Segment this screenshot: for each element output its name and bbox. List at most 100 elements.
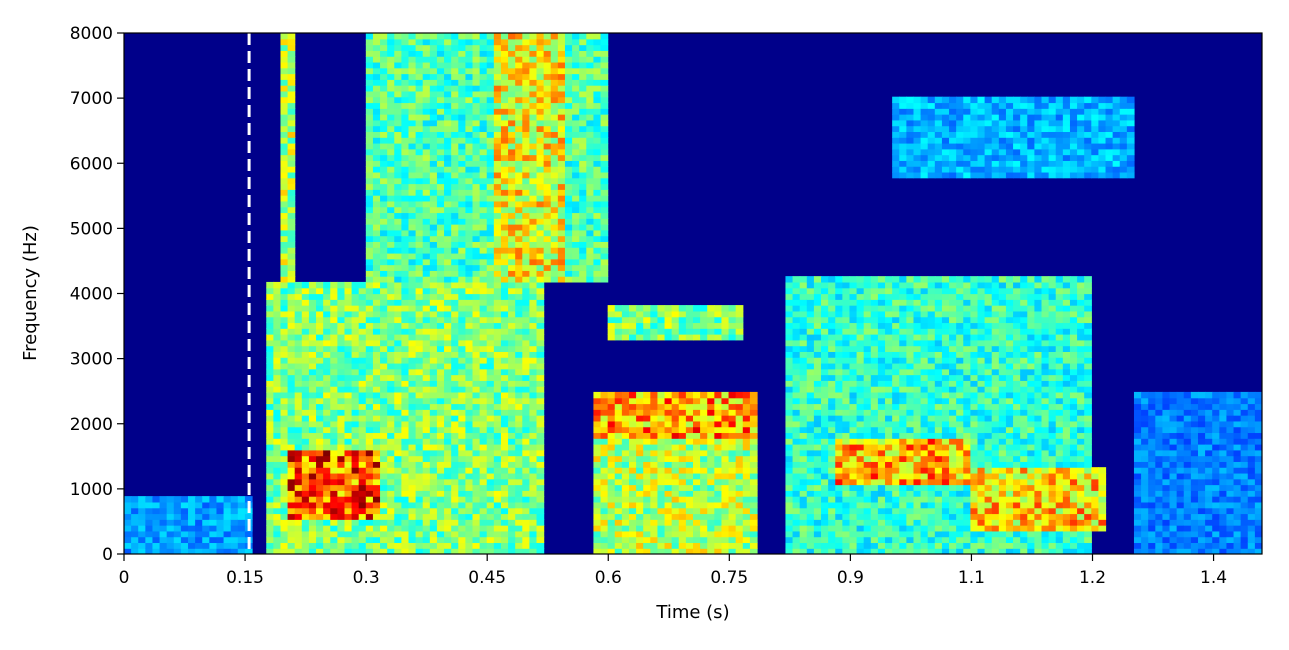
heatmap-cell xyxy=(166,507,175,515)
heatmap-cell xyxy=(813,455,822,462)
heatmap-cell xyxy=(792,310,801,318)
heatmap-cell xyxy=(522,339,531,347)
heatmap-cell xyxy=(500,114,509,121)
heatmap-cell xyxy=(408,484,417,491)
heatmap-cell xyxy=(500,449,509,457)
heatmap-cell xyxy=(721,530,730,538)
heatmap-cell xyxy=(586,247,595,254)
heatmap-cell xyxy=(728,415,737,422)
heatmap-cell xyxy=(465,270,474,277)
heatmap-cell xyxy=(543,90,552,98)
heatmap-cell xyxy=(522,154,531,161)
heatmap-cell xyxy=(394,119,402,127)
heatmap-cell xyxy=(465,224,474,231)
heatmap-cell xyxy=(700,542,708,549)
heatmap-cell xyxy=(351,548,360,554)
heatmap-cell xyxy=(472,461,481,468)
heatmap-cell xyxy=(316,316,324,324)
heatmap-cell xyxy=(657,328,666,335)
heatmap-cell xyxy=(294,449,303,457)
heatmap-cell xyxy=(579,235,587,242)
heatmap-cell xyxy=(287,154,296,161)
heatmap-cell xyxy=(458,397,466,405)
heatmap-cell xyxy=(828,519,836,526)
heatmap-cell xyxy=(365,305,374,312)
heatmap-cell xyxy=(515,403,523,410)
heatmap-cell xyxy=(472,310,481,318)
heatmap-cell xyxy=(650,513,659,520)
heatmap-cell xyxy=(799,310,808,318)
heatmap-cell xyxy=(451,137,459,144)
heatmap-cell xyxy=(387,102,395,109)
heatmap-cell xyxy=(444,177,452,185)
heatmap-cell xyxy=(749,507,758,515)
heatmap-cell xyxy=(380,548,388,554)
heatmap-cell xyxy=(813,496,822,503)
heatmap-cell xyxy=(564,229,573,237)
heatmap-cell xyxy=(849,536,858,544)
heatmap-cell xyxy=(394,467,402,474)
heatmap-cell xyxy=(835,519,843,526)
heatmap-cell xyxy=(728,513,737,520)
heatmap-cell xyxy=(273,305,282,312)
heatmap-cell xyxy=(500,235,509,242)
heatmap-cell xyxy=(863,432,872,439)
heatmap-cell xyxy=(835,478,843,486)
heatmap-cell xyxy=(813,374,822,381)
heatmap-cell xyxy=(372,131,381,138)
heatmap-cell xyxy=(465,183,474,190)
heatmap-cell xyxy=(273,536,282,544)
heatmap-cell xyxy=(870,513,879,520)
heatmap-cell xyxy=(835,432,843,439)
heatmap-cell xyxy=(479,56,488,63)
heatmap-cell xyxy=(493,362,502,370)
heatmap-cell xyxy=(600,38,609,46)
heatmap-cell xyxy=(856,374,865,381)
heatmap-cell xyxy=(806,507,815,515)
heatmap-cell xyxy=(522,79,531,86)
heatmap-cell xyxy=(380,444,388,451)
heatmap-cell xyxy=(365,496,374,503)
heatmap-cell xyxy=(415,305,424,312)
heatmap-cell xyxy=(628,415,637,422)
heatmap-cell xyxy=(472,444,481,451)
heatmap-cell xyxy=(273,432,282,439)
heatmap-cell xyxy=(429,171,438,179)
heatmap-cell xyxy=(806,362,815,370)
heatmap-cell xyxy=(799,525,808,532)
heatmap-cell xyxy=(444,67,452,75)
heatmap-cell xyxy=(515,252,523,260)
heatmap-cell xyxy=(643,310,651,318)
heatmap-cell xyxy=(799,409,808,416)
heatmap-cell xyxy=(508,61,516,69)
heatmap-cell xyxy=(479,322,488,329)
heatmap-cell xyxy=(550,218,559,225)
heatmap-cell xyxy=(486,125,495,133)
heatmap-cell xyxy=(408,438,417,445)
heatmap-cell xyxy=(415,432,424,439)
heatmap-cell xyxy=(693,496,701,503)
heatmap-cell xyxy=(813,472,822,480)
heatmap-cell xyxy=(458,426,466,434)
heatmap-cell xyxy=(785,542,794,549)
heatmap-cell xyxy=(522,455,531,462)
heatmap-cell xyxy=(508,171,516,179)
heatmap-cell xyxy=(451,264,459,271)
heatmap-cell xyxy=(486,224,495,231)
heatmap-cell xyxy=(465,368,474,376)
heatmap-cell xyxy=(529,409,538,416)
heatmap-cell xyxy=(721,542,730,549)
heatmap-cell xyxy=(422,449,431,457)
heatmap-cell xyxy=(508,131,516,138)
heatmap-cell xyxy=(486,212,495,219)
heatmap-cell xyxy=(401,386,410,393)
heatmap-cell xyxy=(422,507,431,515)
heatmap-cell xyxy=(344,351,353,358)
heatmap-cell xyxy=(344,368,353,376)
heatmap-cell xyxy=(365,61,374,69)
heatmap-cell xyxy=(358,548,367,554)
heatmap-cell xyxy=(394,357,402,364)
heatmap-cell xyxy=(643,484,651,491)
heatmap-cell xyxy=(799,276,808,283)
heatmap-cell xyxy=(806,496,815,503)
